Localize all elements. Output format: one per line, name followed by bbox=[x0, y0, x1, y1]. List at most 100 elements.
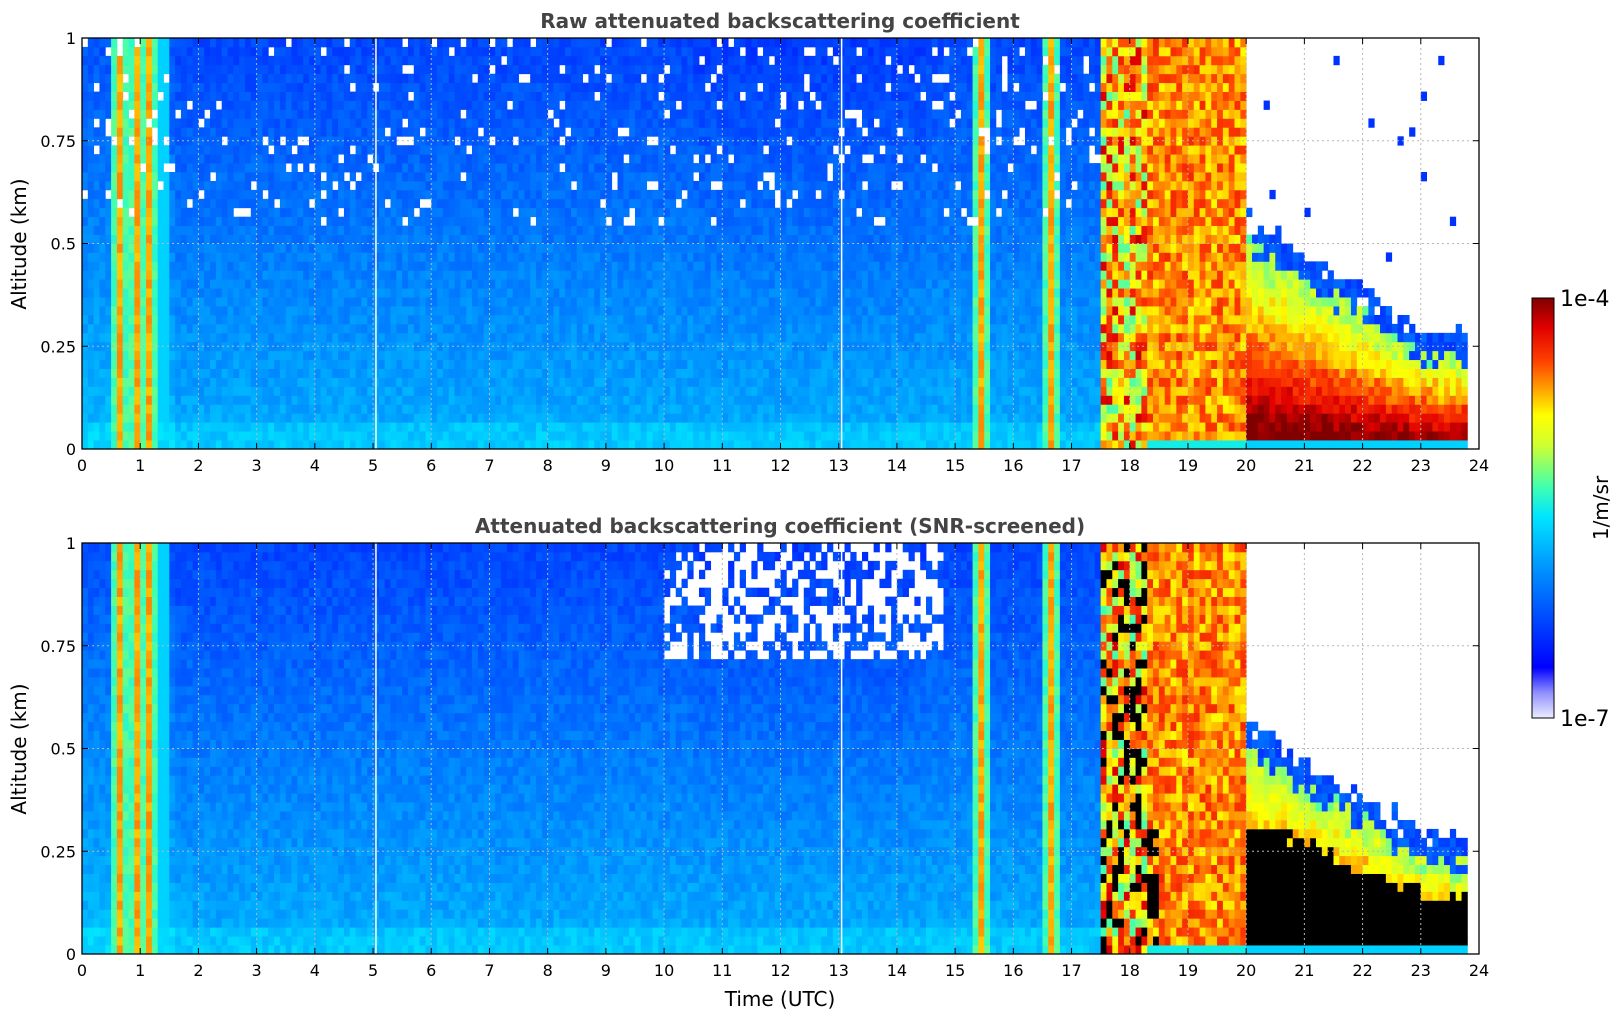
heat-cell bbox=[611, 404, 618, 414]
heat-cell bbox=[343, 306, 351, 316]
heat-cell bbox=[495, 306, 502, 316]
heat-cell bbox=[489, 55, 496, 66]
heat-cell bbox=[506, 207, 514, 218]
heat-cell bbox=[658, 225, 665, 235]
heat-cell bbox=[122, 64, 129, 75]
heat-cell bbox=[343, 91, 351, 101]
heat-cell bbox=[140, 64, 147, 75]
heat-cell bbox=[192, 82, 199, 92]
heat-cell bbox=[495, 73, 502, 84]
heat-cell bbox=[180, 270, 188, 280]
heat-cell bbox=[425, 64, 432, 75]
heat-cell bbox=[501, 216, 508, 227]
heat-cell bbox=[274, 46, 281, 57]
heat-cell bbox=[570, 323, 578, 334]
heat-cell bbox=[116, 243, 124, 253]
heat-cell bbox=[448, 279, 455, 289]
heat-cell bbox=[594, 431, 601, 441]
heat-cell bbox=[390, 118, 397, 128]
heat-cell bbox=[128, 154, 135, 164]
heat-cell bbox=[128, 261, 135, 271]
heat-cell bbox=[559, 38, 566, 48]
heat-cell bbox=[297, 172, 304, 182]
heat-cell bbox=[506, 136, 514, 146]
heat-cell bbox=[111, 413, 118, 423]
heat-cell bbox=[186, 261, 193, 271]
heat-cell bbox=[634, 261, 642, 271]
heat-cell bbox=[407, 288, 415, 298]
heat-cell bbox=[314, 332, 322, 343]
heat-cell bbox=[297, 109, 304, 119]
heat-cell bbox=[588, 172, 595, 182]
heat-cell bbox=[361, 109, 368, 119]
heat-cell bbox=[687, 306, 694, 316]
heat-cell bbox=[460, 350, 467, 361]
heat-cell bbox=[710, 314, 717, 325]
heat-cell bbox=[349, 261, 356, 271]
heat-cell bbox=[652, 154, 659, 164]
heat-cell bbox=[332, 332, 339, 343]
heat-cell bbox=[343, 377, 351, 387]
heat-cell bbox=[396, 377, 403, 387]
heat-cell bbox=[151, 422, 159, 432]
heat-cell bbox=[588, 359, 595, 369]
heat-cell bbox=[611, 73, 618, 84]
heat-cell bbox=[640, 100, 648, 110]
heat-cell bbox=[128, 323, 135, 334]
heat-cell bbox=[146, 163, 153, 173]
heat-cell bbox=[699, 323, 706, 334]
heat-cell bbox=[297, 404, 304, 414]
heat-cell bbox=[541, 91, 549, 101]
heat-cell bbox=[256, 359, 263, 369]
heat-cell bbox=[198, 38, 205, 48]
heat-cell bbox=[384, 91, 391, 101]
heat-cell bbox=[384, 38, 391, 48]
heat-cell bbox=[163, 306, 170, 316]
heat-cell bbox=[175, 64, 182, 75]
heat-cell bbox=[582, 350, 589, 361]
heat-cell bbox=[425, 55, 432, 66]
heat-cell bbox=[710, 145, 717, 155]
heat-cell bbox=[722, 109, 729, 119]
heat-cell bbox=[169, 91, 176, 101]
heat-cell bbox=[559, 234, 566, 244]
heat-cell bbox=[466, 154, 473, 164]
heat-cell bbox=[495, 386, 502, 396]
heat-cell bbox=[454, 154, 461, 164]
heat-cell bbox=[169, 332, 176, 343]
heat-cell bbox=[244, 46, 252, 57]
heat-cell bbox=[215, 127, 223, 137]
heat-cell bbox=[407, 350, 415, 361]
heat-cell bbox=[547, 323, 554, 334]
heat-cell bbox=[99, 395, 106, 405]
heat-cell bbox=[629, 109, 636, 119]
heat-cell bbox=[710, 172, 717, 182]
heat-cell bbox=[134, 207, 141, 218]
heat-cell bbox=[489, 207, 496, 218]
heat-cell bbox=[122, 332, 129, 343]
heat-cell bbox=[402, 127, 409, 137]
heat-cell bbox=[629, 368, 636, 378]
heat-cell bbox=[320, 145, 327, 155]
heat-cell bbox=[699, 73, 706, 84]
heat-cell bbox=[163, 189, 170, 200]
heat-cell bbox=[536, 55, 543, 66]
heat-cell bbox=[215, 404, 223, 414]
heat-cell bbox=[93, 440, 100, 449]
heat-cell bbox=[378, 413, 386, 423]
heat-cell bbox=[489, 127, 496, 137]
heat-cell bbox=[664, 332, 671, 343]
heat-cell bbox=[343, 288, 351, 298]
heat-cell bbox=[338, 314, 345, 325]
heat-cell bbox=[169, 38, 176, 48]
heat-cell bbox=[553, 350, 560, 361]
heat-cell bbox=[244, 234, 252, 244]
heat-cell bbox=[489, 100, 496, 110]
heat-cell bbox=[541, 386, 549, 396]
heat-cell bbox=[343, 386, 351, 396]
heat-cell bbox=[611, 55, 618, 66]
heat-cell bbox=[343, 422, 351, 432]
heat-cell bbox=[664, 359, 671, 369]
heat-cell bbox=[675, 270, 682, 280]
heat-cell bbox=[704, 350, 712, 361]
